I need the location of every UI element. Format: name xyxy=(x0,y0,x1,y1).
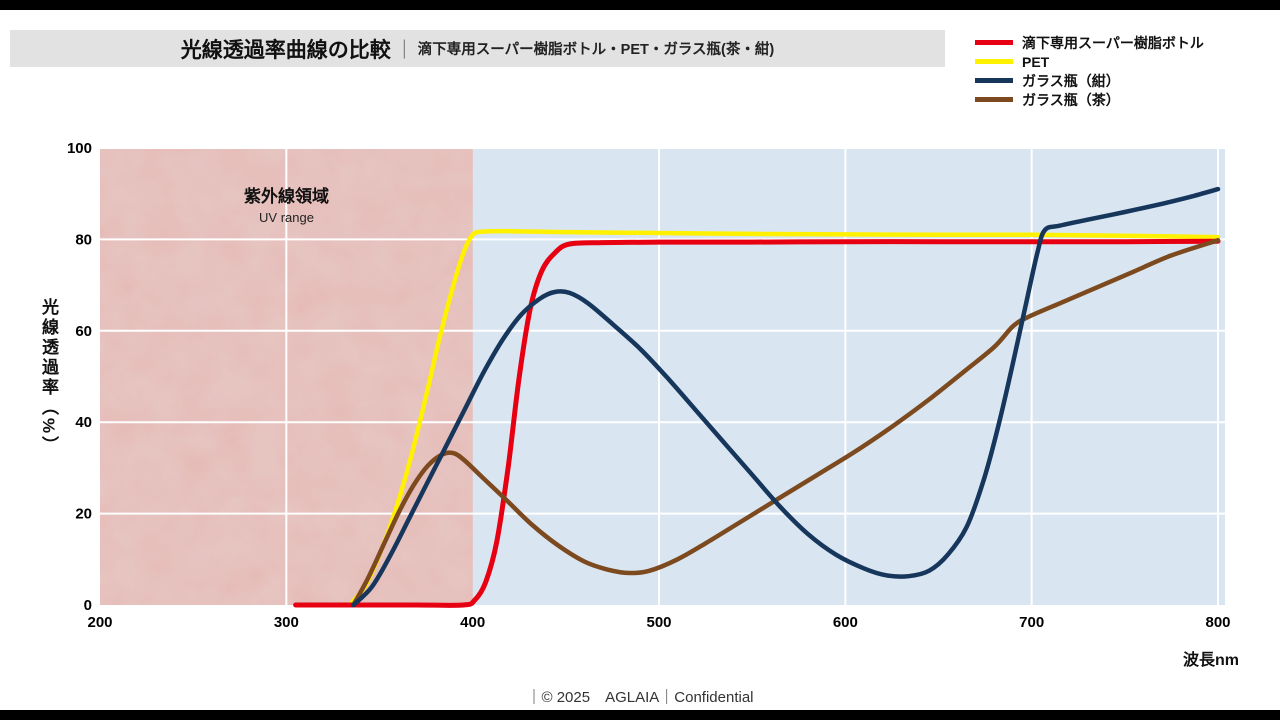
legend-swatch-yellow xyxy=(975,59,1013,64)
x-tick-label: 800 xyxy=(1205,614,1230,631)
legend-item-glass-navy: ガラス瓶（紺） xyxy=(975,73,1204,88)
series-line-3 xyxy=(351,186,1221,608)
legend-item-pet: PET xyxy=(975,54,1204,69)
x-tick-label: 500 xyxy=(646,614,671,631)
y-tick-label: 60 xyxy=(75,323,92,340)
x-tick-label: 600 xyxy=(833,614,858,631)
legend-item-resin-bottle: 滴下専用スーパー樹脂ボトル xyxy=(975,35,1204,50)
legend-label: ガラス瓶（紺） xyxy=(1022,72,1120,89)
x-tick-label: 700 xyxy=(1019,614,1044,631)
x-tick-label: 400 xyxy=(460,614,485,631)
y-axis-title: 光線透過率（%） xyxy=(39,298,58,457)
page-subtitle: 滴下専用スーパー樹脂ボトル・PET・ガラス瓶(茶・紺) xyxy=(417,42,775,58)
legend-label: PET xyxy=(1022,53,1050,70)
page-title: 光線透過率曲線の比較 xyxy=(180,38,391,62)
bottom-border-bar xyxy=(0,710,1280,720)
x-axis-title: 波長nm xyxy=(1183,652,1240,669)
legend-swatch-brown xyxy=(975,97,1013,102)
legend-swatch-navy xyxy=(975,78,1013,83)
series-line-1 xyxy=(293,238,1221,608)
top-border-bar xyxy=(0,0,1280,10)
y-tick-label: 100 xyxy=(67,140,92,157)
legend-label: ガラス瓶（茶） xyxy=(1022,91,1120,108)
chart-legend: 滴下専用スーパー樹脂ボトル PET ガラス瓶（紺） ガラス瓶（茶） xyxy=(975,35,1204,111)
series-line-2 xyxy=(347,228,1221,608)
y-tick-label: 0 xyxy=(84,597,92,614)
legend-swatch-red xyxy=(975,40,1013,45)
legend-label: 滴下専用スーパー樹脂ボトル xyxy=(1022,34,1204,51)
x-tick-label: 200 xyxy=(87,614,112,631)
y-tick-label: 80 xyxy=(75,231,92,248)
series-line-4 xyxy=(351,238,1221,608)
legend-item-glass-brown: ガラス瓶（茶） xyxy=(975,92,1204,107)
footer-text: ｜© 2025 AGLAIA｜Confidential xyxy=(526,689,754,706)
x-tick-label: 300 xyxy=(274,614,299,631)
title-band: 光線透過率曲線の比較 ｜ 滴下専用スーパー樹脂ボトル・PET・ガラス瓶(茶・紺) xyxy=(10,30,945,67)
y-tick-label: 20 xyxy=(75,506,92,523)
title-separator: ｜ xyxy=(394,40,414,61)
y-tick-label: 40 xyxy=(75,414,92,431)
